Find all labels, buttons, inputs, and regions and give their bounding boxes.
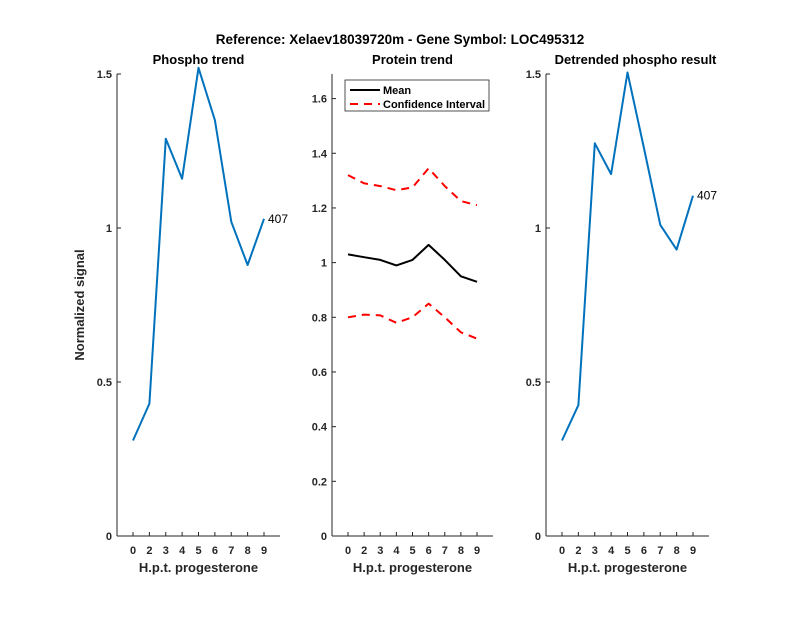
y-tick-label: 1.5 <box>526 69 541 81</box>
x-tick-label: 0 <box>130 545 136 557</box>
series-line-mean <box>347 243 478 283</box>
panel-2: 00.20.40.60.811.21.41.60 2 3 4 5 6 7 8 9Protein … <box>312 52 493 575</box>
y-tick-label: 1 <box>321 258 327 270</box>
y-tick-label: 0.5 <box>526 377 541 389</box>
panel-title: Protein trend <box>372 52 453 67</box>
y-tick-label: 0 <box>535 531 541 543</box>
y-tick-label: 1.6 <box>312 94 327 106</box>
x-tick-label: 2 <box>361 545 367 557</box>
y-tick-label: 0.2 <box>312 476 327 488</box>
y-tick-label: 1.2 <box>312 203 327 215</box>
x-tick-label: 8 <box>245 545 251 557</box>
x-tick-label: 4 <box>608 545 615 557</box>
x-tick-label: 4 <box>393 545 400 557</box>
y-tick-label: 0.8 <box>312 312 327 324</box>
y-tick-label: 1.4 <box>312 148 328 160</box>
x-tick-label: 3 <box>592 545 598 557</box>
x-tick-label: 8 <box>674 545 680 557</box>
x-tick-label: 0 <box>345 545 351 557</box>
y-tick-label: 0.4 <box>312 422 328 434</box>
x-tick-label: 2 <box>146 545 152 557</box>
x-axis-label: H.p.t. progesterone <box>353 560 472 575</box>
x-tick-label: 3 <box>377 545 383 557</box>
y-tick-label: 0 <box>106 531 112 543</box>
panel-title: Detrended phospho result <box>555 52 717 67</box>
series-line-series-2 <box>347 302 478 340</box>
legend-label: Mean <box>383 85 411 97</box>
x-axis-label: H.p.t. progesterone <box>139 560 258 575</box>
legend: Mean Confidence Interval <box>344 79 490 112</box>
y-tick-label: 0 <box>321 531 327 543</box>
series-annotation: 407 <box>268 212 288 226</box>
y-axis-label: Normalized signal <box>72 249 87 360</box>
x-tick-label: 2 <box>575 545 581 557</box>
x-tick-label: 6 <box>212 545 218 557</box>
x-tick-label: 9 <box>261 545 267 557</box>
x-tick-label: 9 <box>474 545 480 557</box>
x-axis-label: H.p.t. progesterone <box>568 560 687 575</box>
series-line-series-0 <box>132 66 265 441</box>
y-tick-label: 1.5 <box>97 69 112 81</box>
x-tick-label: 6 <box>426 545 432 557</box>
x-tick-label: 9 <box>690 545 696 557</box>
x-tick-label: 7 <box>657 545 663 557</box>
x-tick-label: 5 <box>195 545 201 557</box>
figure-title: Reference: Xelaev18039720m - Gene Symbol… <box>216 32 584 47</box>
x-tick-label: 5 <box>409 545 415 557</box>
x-tick-label: 8 <box>458 545 464 557</box>
x-tick-label: 3 <box>163 545 169 557</box>
series-annotation: 407 <box>697 189 717 203</box>
y-tick-label: 0.5 <box>97 377 112 389</box>
panel-title: Phospho trend <box>153 52 245 67</box>
x-tick-label: 5 <box>624 545 630 557</box>
x-tick-label: 7 <box>228 545 234 557</box>
x-tick-label: 7 <box>442 545 448 557</box>
x-tick-label: 0 <box>559 545 565 557</box>
legend-label: Confidence Interval <box>383 99 485 111</box>
y-tick-label: 1 <box>535 223 541 235</box>
series-line-series-0 <box>561 71 694 441</box>
legend-box <box>344 79 490 112</box>
x-tick-label: 4 <box>179 545 186 557</box>
y-tick-label: 0.6 <box>312 367 327 379</box>
x-tick-label: 6 <box>641 545 647 557</box>
y-tick-label: 1 <box>106 223 112 235</box>
series-line-confidence-interval <box>347 167 478 207</box>
